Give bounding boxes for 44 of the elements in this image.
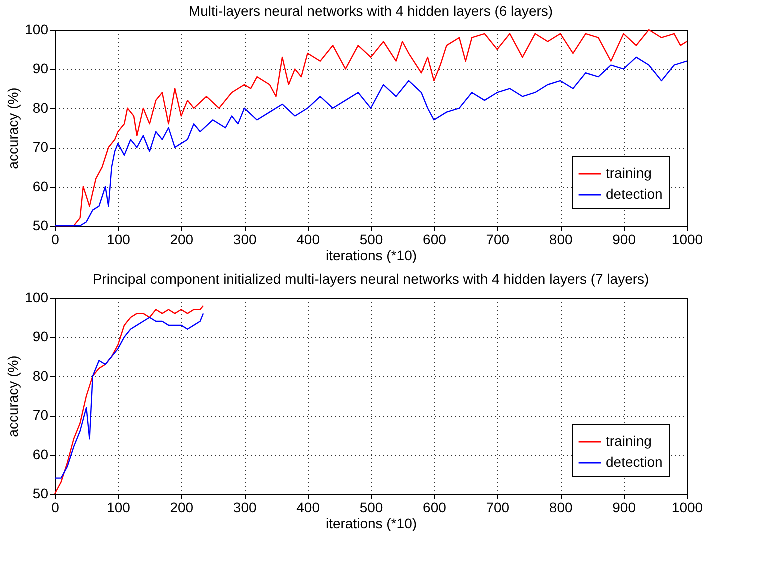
- y-tick-label: 70: [32, 407, 49, 424]
- x-tick-label: 500: [360, 232, 384, 248]
- y-tick-label: 50: [32, 486, 49, 502]
- y-axis-title: accuracy (%): [5, 356, 22, 438]
- x-tick-label: 200: [170, 232, 194, 248]
- y-tick-label: 60: [32, 178, 49, 194]
- x-tick-label: 500: [360, 500, 384, 516]
- chart-title: Multi-layers neural networks with 4 hidden layers (6 layers): [188, 3, 554, 19]
- legend-label: training: [606, 433, 652, 449]
- legend-label: detection: [606, 454, 663, 470]
- x-tick-label: 300: [233, 232, 257, 248]
- x-tick-label: 800: [549, 500, 573, 516]
- legend-label: detection: [606, 186, 663, 202]
- y-tick-label: 90: [32, 60, 49, 77]
- x-tick-label: 100: [107, 232, 131, 248]
- y-tick-label: 100: [25, 290, 49, 306]
- y-tick-label: 70: [32, 139, 49, 156]
- y-tick-label: 100: [25, 22, 49, 38]
- x-tick-label: 0: [52, 232, 60, 248]
- y-axis-title: accuracy (%): [5, 88, 22, 170]
- y-tick-label: 90: [32, 328, 49, 345]
- x-tick-label: 800: [549, 232, 573, 248]
- y-tick-label: 60: [32, 446, 49, 462]
- x-tick-label: 1000: [672, 232, 704, 248]
- y-tick-label: 80: [32, 368, 49, 384]
- x-tick-label: 300: [233, 500, 257, 516]
- legend-label: training: [606, 165, 652, 181]
- x-axis-title: iterations (*10): [326, 248, 418, 264]
- chart-title: Principal component initialized multi-layers neural networks with 4 hidden layers (7 layers): [92, 271, 650, 287]
- x-tick-label: 200: [170, 500, 194, 516]
- x-tick-label: 400: [296, 232, 320, 248]
- y-tick-label: 50: [32, 218, 49, 234]
- x-tick-label: 900: [612, 232, 636, 248]
- x-tick-label: 0: [52, 500, 60, 516]
- x-tick-label: 700: [486, 500, 510, 516]
- x-tick-label: 100: [107, 500, 131, 516]
- x-tick-label: 600: [423, 232, 447, 248]
- x-tick-label: 900: [612, 500, 636, 516]
- x-tick-label: 1000: [672, 500, 704, 516]
- x-tick-label: 600: [423, 500, 447, 516]
- x-tick-label: 400: [296, 500, 320, 516]
- y-tick-label: 80: [32, 100, 49, 116]
- x-axis-title: iterations (*10): [326, 516, 418, 532]
- x-tick-label: 700: [486, 232, 510, 248]
